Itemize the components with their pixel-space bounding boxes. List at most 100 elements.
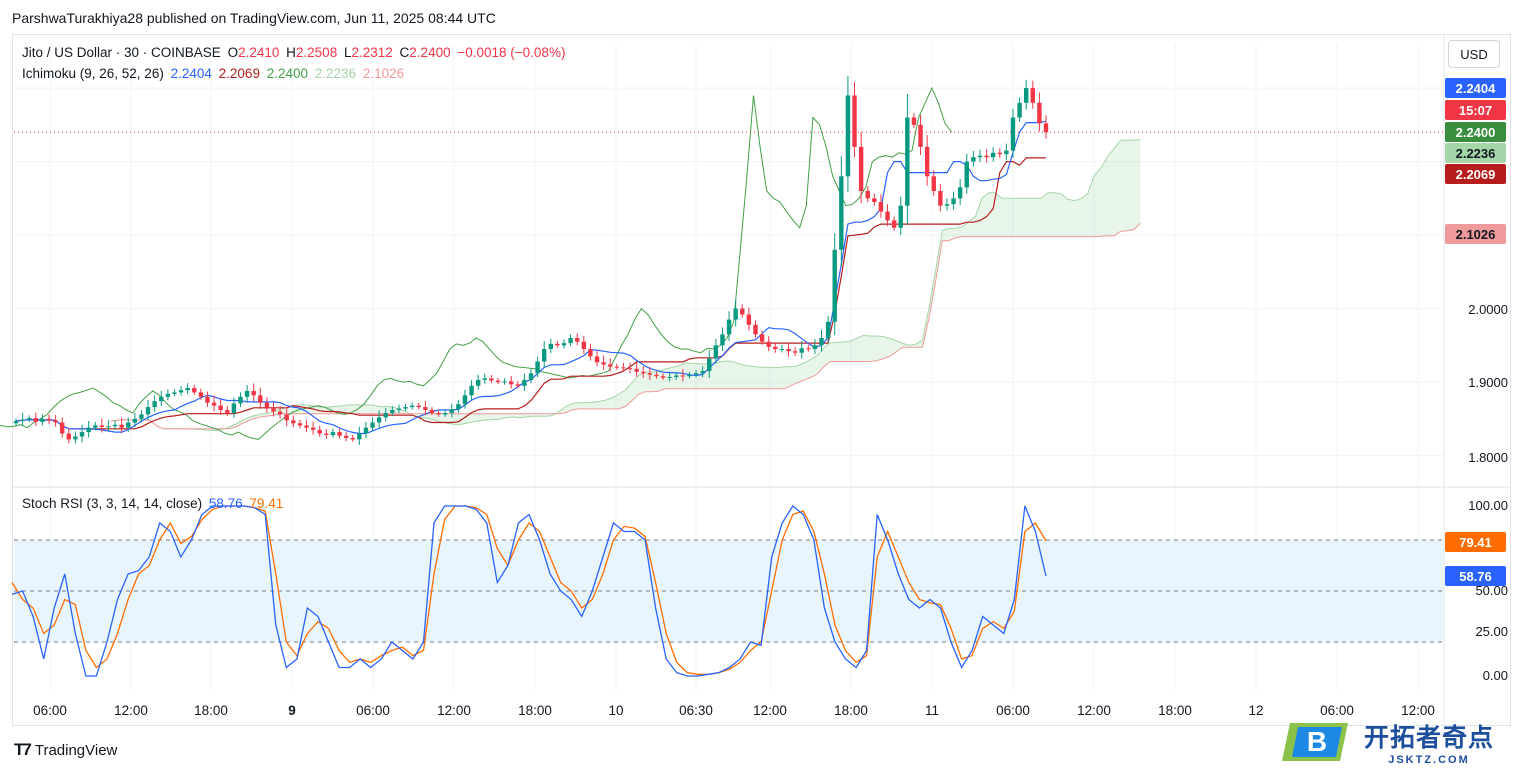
ichimoku-cloud <box>110 139 1141 431</box>
date-tick: 11 <box>924 703 940 718</box>
span-b-tag: 2.1026 <box>1445 224 1506 244</box>
candle-body <box>482 378 487 380</box>
candle-body <box>641 371 646 374</box>
candle-body <box>1043 123 1049 133</box>
candle-body <box>132 418 138 423</box>
candle-body <box>330 432 336 436</box>
candle-body <box>271 408 276 412</box>
time-tick: 12:00 <box>1401 703 1435 718</box>
candle-body <box>964 161 969 188</box>
candle-body <box>647 373 653 375</box>
price-tick: 1.8000 <box>1468 450 1508 465</box>
price-tick: 1.9000 <box>1468 375 1508 390</box>
candle-body <box>370 422 375 428</box>
change-value: −0.0018 (−0.08%) <box>457 45 566 60</box>
candle-body <box>621 367 626 369</box>
publisher-line: ParshwaTurakhiya28 published on TradingV… <box>12 10 496 26</box>
symbol-name[interactable]: Jito / US Dollar · 30 · COINBASE <box>22 45 221 60</box>
ichimoku-lagging-value: 2.2400 <box>266 66 309 81</box>
candle-body <box>20 419 25 422</box>
stoch-d-tag: 79.41 <box>1445 532 1506 552</box>
candle-body <box>423 407 428 411</box>
open-label: O <box>227 45 239 60</box>
candle-body <box>845 95 851 177</box>
candle-body <box>449 409 454 413</box>
candle-body <box>911 117 917 125</box>
candle-body <box>53 420 58 423</box>
candle-body <box>819 338 824 346</box>
candle-body <box>416 405 421 408</box>
watermark-letter: B <box>1307 726 1327 757</box>
candle-body <box>1004 150 1009 155</box>
candle-body <box>548 343 554 350</box>
candle-body <box>119 424 124 428</box>
candle-body <box>924 146 930 177</box>
main-legend: Jito / US Dollar · 30 · COINBASE O2.2410… <box>22 45 568 60</box>
candle-body <box>192 387 197 393</box>
candle-body <box>561 343 567 346</box>
candle-body <box>27 418 32 420</box>
candle-body <box>891 220 897 228</box>
candle-body <box>436 412 441 415</box>
time-tick: 12:00 <box>437 703 471 718</box>
time-tick: 06:00 <box>33 703 67 718</box>
stoch-legend: Stoch RSI (3, 3, 14, 14, close) 58.76 79… <box>22 496 286 511</box>
candle-body <box>957 187 963 199</box>
candle-body <box>112 424 118 427</box>
low-value: 2.2312 <box>351 45 393 60</box>
stoch-k-value: 58.76 <box>208 496 243 511</box>
candle-body <box>343 435 349 438</box>
candle-body <box>839 176 844 250</box>
candle-body <box>555 343 560 346</box>
candle-body <box>99 425 105 427</box>
candle-body <box>773 346 778 350</box>
currency-button[interactable]: USD <box>1448 40 1500 68</box>
candle-body <box>799 348 804 353</box>
candle-body <box>951 198 956 205</box>
candle-body <box>693 373 699 375</box>
candle-body <box>713 345 719 359</box>
candle-body <box>680 375 686 377</box>
candle-body <box>13 421 19 424</box>
candle-body <box>264 402 270 409</box>
stoch-d-line <box>11 505 1047 675</box>
time-tick: 06:30 <box>679 703 713 718</box>
candle-body <box>825 321 831 338</box>
candle-body <box>475 379 481 386</box>
candle-body <box>442 412 448 415</box>
stoch-d-value: 79.41 <box>249 496 284 511</box>
candle-body <box>720 334 725 346</box>
candle-body <box>515 384 520 386</box>
close-value: 2.2400 <box>409 45 451 60</box>
countdown-tag: 15:07 <box>1445 100 1506 120</box>
ichimoku-label[interactable]: Ichimoku (9, 26, 52, 26) <box>22 66 164 81</box>
lagging-span-tag: 2.2400 <box>1445 122 1506 142</box>
time-tick: 12:00 <box>753 703 787 718</box>
candles <box>13 75 1049 445</box>
tradingview-wordmark: TradingView <box>34 741 118 759</box>
candle-body <box>403 407 408 409</box>
date-tick: 10 <box>608 703 624 718</box>
chart-frame[interactable] <box>12 34 1511 726</box>
time-tick: 18:00 <box>518 703 552 718</box>
stoch-label[interactable]: Stoch RSI (3, 3, 14, 14, close) <box>22 496 203 511</box>
candle-body <box>238 396 243 404</box>
candle-body <box>674 375 679 377</box>
candle-body <box>707 358 712 372</box>
stoch-tick: 25.00 <box>1475 624 1508 639</box>
candle-body <box>469 385 474 396</box>
candle-body <box>984 155 989 158</box>
candle-body <box>660 376 666 378</box>
candle-body <box>145 407 151 415</box>
tradingview-logo[interactable]: T7 TradingView <box>14 740 117 760</box>
candle-body <box>865 191 870 199</box>
candle-body <box>542 349 547 362</box>
high-value: 2.2508 <box>295 45 338 60</box>
stoch-tick: 100.00 <box>1468 498 1508 513</box>
candle-body <box>376 417 382 423</box>
candle-body <box>33 418 39 422</box>
candle-body <box>614 366 620 368</box>
time-tick: 18:00 <box>1158 703 1192 718</box>
candle-body <box>1037 102 1042 124</box>
